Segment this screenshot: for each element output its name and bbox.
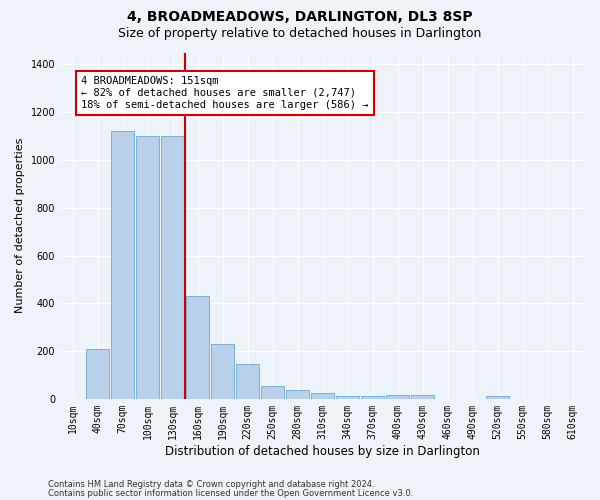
Bar [136, 136, 159, 399]
Bar [311, 393, 334, 399]
Text: 4 BROADMEADOWS: 151sqm
← 82% of detached houses are smaller (2,747)
18% of semi-: 4 BROADMEADOWS: 151sqm ← 82% of detached… [81, 76, 369, 110]
Bar [161, 136, 184, 399]
Bar [361, 396, 384, 399]
Bar [386, 394, 409, 399]
Text: Contains HM Land Registry data © Crown copyright and database right 2024.: Contains HM Land Registry data © Crown c… [48, 480, 374, 489]
Bar [236, 364, 259, 399]
Bar [486, 396, 509, 399]
Bar [411, 396, 434, 399]
Text: 4, BROADMEADOWS, DARLINGTON, DL3 8SP: 4, BROADMEADOWS, DARLINGTON, DL3 8SP [127, 10, 473, 24]
Text: Size of property relative to detached houses in Darlington: Size of property relative to detached ho… [118, 28, 482, 40]
Bar [111, 132, 134, 399]
Y-axis label: Number of detached properties: Number of detached properties [15, 138, 25, 314]
Bar [336, 396, 359, 399]
Bar [261, 386, 284, 399]
Bar [211, 344, 234, 399]
Text: Contains public sector information licensed under the Open Government Licence v3: Contains public sector information licen… [48, 489, 413, 498]
X-axis label: Distribution of detached houses by size in Darlington: Distribution of detached houses by size … [165, 444, 480, 458]
Bar [286, 390, 309, 399]
Bar [186, 296, 209, 399]
Bar [86, 348, 109, 399]
